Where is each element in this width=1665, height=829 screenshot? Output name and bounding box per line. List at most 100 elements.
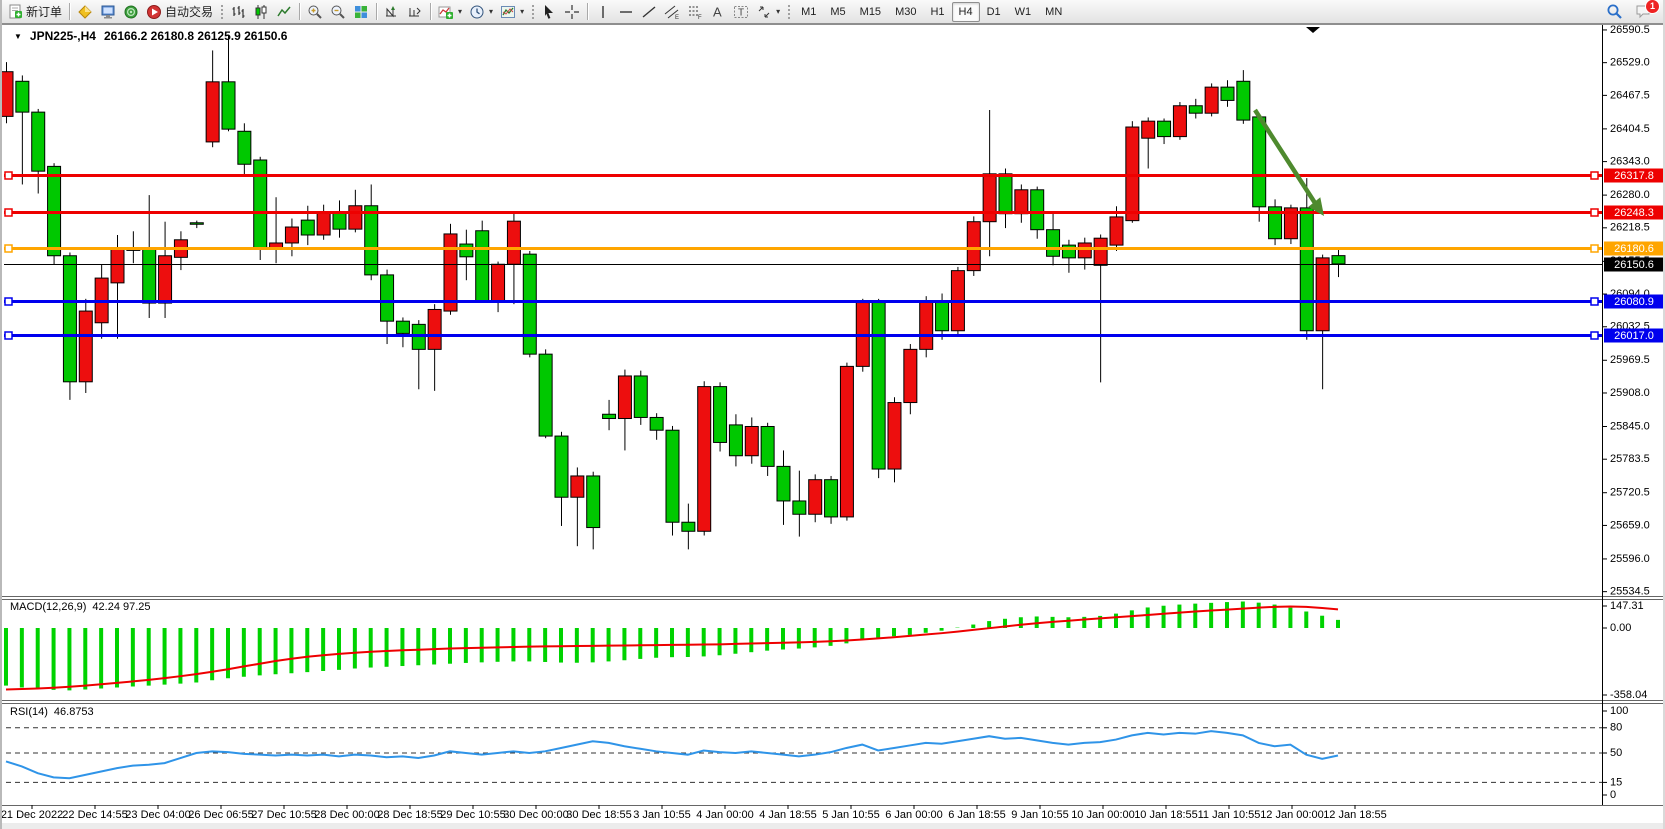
rsi-line	[5, 730, 1339, 780]
timeframe-MN[interactable]: MN	[1045, 5, 1063, 18]
bear-candle-body	[1331, 255, 1346, 265]
chart-shift-button[interactable]	[404, 2, 426, 22]
line-endpoint-marker[interactable]	[1590, 244, 1599, 253]
bull-candle-body	[205, 81, 220, 143]
vertical-line-button[interactable]	[592, 2, 614, 22]
bear-candle-body	[998, 173, 1013, 215]
candle	[332, 200, 347, 238]
search-button[interactable]	[1603, 2, 1626, 22]
zoom-out-button[interactable]	[327, 2, 349, 22]
data-window-button[interactable]	[97, 2, 119, 22]
line-endpoint-marker[interactable]	[1590, 171, 1599, 180]
line-endpoint-marker[interactable]	[4, 171, 13, 180]
line-endpoint-marker[interactable]	[4, 331, 13, 340]
line-endpoint-marker[interactable]	[4, 244, 13, 253]
chart-shift-marker[interactable]	[1306, 27, 1320, 33]
templates-button[interactable]: ▾	[497, 2, 527, 22]
price-tick-label: 26467.5	[1610, 89, 1650, 101]
bull-candle-body	[1204, 86, 1219, 114]
candle	[284, 218, 299, 257]
new-order-button[interactable]: 新订单	[5, 2, 65, 22]
time-axis-label: 11 Jan 10:55	[1198, 809, 1261, 821]
trend-arrow-head[interactable]	[1308, 197, 1324, 216]
chart-title[interactable]: ▼ JPN225-,H4 26166.2 26180.8 26125.9 261…	[14, 29, 287, 43]
crosshair-button[interactable]	[561, 2, 583, 22]
bear-candle-body	[1046, 229, 1061, 257]
line-endpoint-marker[interactable]	[1590, 208, 1599, 217]
arrow-objects-button[interactable]: ▾	[753, 2, 783, 22]
timeframe-H4[interactable]: H4	[951, 1, 980, 22]
line-endpoint-marker[interactable]	[1590, 331, 1599, 340]
candlestick-chart-button[interactable]	[250, 2, 272, 22]
notifications-button[interactable]: 1	[1632, 0, 1660, 22]
candle	[427, 304, 442, 391]
equidistant-channel-button[interactable]: E	[661, 2, 683, 22]
tile-windows-button[interactable]	[350, 2, 372, 22]
candle	[538, 349, 553, 439]
bear-candle-body	[475, 230, 490, 302]
candle	[776, 450, 791, 525]
price-tick-label: 25534.5	[1610, 586, 1650, 598]
price-tick-label: 25659.0	[1610, 519, 1650, 531]
bull-candle-body	[1125, 126, 1140, 222]
line-endpoint-marker[interactable]	[4, 297, 13, 306]
line-chart-button[interactable]	[273, 2, 295, 22]
bear-candle-body	[602, 413, 617, 420]
candle	[316, 204, 331, 240]
horizontal-line-button[interactable]	[615, 2, 637, 22]
timeframe-H1[interactable]: H1	[930, 5, 945, 18]
trend-arrow[interactable]	[1253, 108, 1317, 205]
cursor-button[interactable]	[538, 2, 560, 22]
timeframe-M30[interactable]: M30	[895, 5, 917, 18]
toolbar: 新订单 自动交易	[2, 0, 1663, 24]
auto-scroll-button[interactable]	[381, 2, 403, 22]
fibonacci-button[interactable]: F	[684, 2, 706, 22]
timeframe-M15[interactable]: M15	[859, 5, 882, 18]
macd-signal-line	[5, 605, 1339, 691]
navigator-button[interactable]	[120, 2, 142, 22]
candle	[839, 362, 854, 521]
periods-clock-icon	[470, 5, 484, 18]
vertical-line-icon	[602, 5, 604, 18]
toolbar-grip[interactable]	[530, 2, 536, 21]
text-label-button[interactable]: T	[730, 2, 752, 22]
svg-text:E: E	[675, 15, 679, 20]
timeframe-M1[interactable]: M1	[801, 5, 817, 18]
bull-candle-body	[316, 212, 331, 236]
bear-candle-body	[633, 375, 648, 418]
bar-chart-button[interactable]	[227, 2, 249, 22]
bull-candle-body	[1077, 242, 1092, 259]
candle	[395, 317, 410, 348]
candle	[475, 220, 490, 303]
line-endpoint-marker[interactable]	[4, 208, 13, 217]
line-endpoint-marker[interactable]	[1590, 297, 1599, 306]
price-line-label-text: 26150.6	[1614, 259, 1654, 271]
timeframe-W1[interactable]: W1	[1014, 5, 1032, 18]
trendline-button[interactable]	[638, 2, 660, 22]
market-watch-button[interactable]	[74, 2, 96, 22]
chart-canvas[interactable]: 26590.5 26529.0 26467.5 26404.5 26343.0 26280…	[2, 24, 1665, 829]
bear-candle-body	[728, 424, 743, 457]
price-tick-label: 25783.5	[1610, 453, 1650, 465]
bar-chart-icon	[232, 5, 245, 18]
candle	[1220, 80, 1235, 107]
text-button[interactable]: A	[707, 2, 729, 22]
bull-candle-body	[158, 255, 173, 304]
timeframe-D1[interactable]: D1	[986, 5, 1001, 18]
autotrading-button[interactable]: 自动交易	[143, 2, 216, 22]
indicators-button[interactable]: ▾	[435, 2, 465, 22]
candle	[221, 35, 236, 132]
periods-button[interactable]: ▾	[466, 2, 496, 22]
chevron-down-icon: ▾	[489, 7, 494, 16]
time-axis-label: 26 Dec 06:55	[188, 809, 253, 821]
timeframe-M5[interactable]: M5	[830, 5, 846, 18]
bear-candle-body	[459, 243, 474, 258]
toolbar-grip[interactable]	[786, 2, 792, 21]
bear-candle-body	[31, 111, 46, 172]
toolbar-grip[interactable]	[219, 2, 225, 21]
candle	[459, 229, 474, 281]
arrow-objects-icon	[758, 6, 770, 17]
zoom-in-button[interactable]	[304, 2, 326, 22]
price-line-label	[1604, 328, 1663, 343]
